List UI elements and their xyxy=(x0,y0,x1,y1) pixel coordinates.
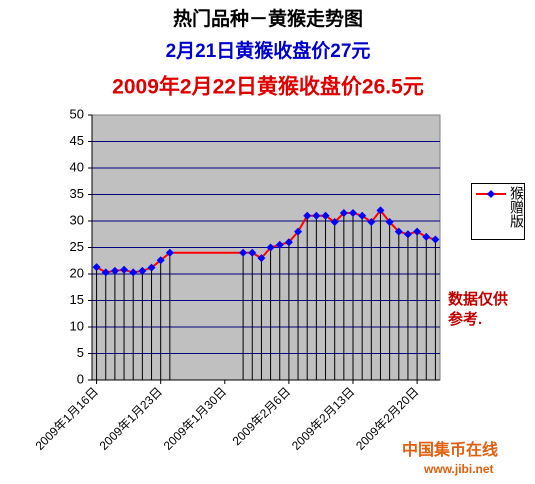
marker xyxy=(92,263,101,272)
series-line xyxy=(243,208,436,260)
marker xyxy=(101,268,110,277)
marker xyxy=(385,218,394,227)
marker xyxy=(376,206,385,215)
marker xyxy=(156,256,165,265)
y-tick-label: 20 xyxy=(70,265,84,280)
marker xyxy=(394,227,403,236)
y-tick-label: 0 xyxy=(77,371,84,386)
marker xyxy=(349,209,357,218)
legend: 猴赠版 xyxy=(471,183,525,240)
x-tick-label: 2009年1月30日 xyxy=(161,384,229,452)
marker xyxy=(312,211,321,220)
chart-title: 热门品种－黄猴走势图 xyxy=(173,7,363,30)
x-tick-label: 2009年1月16日 xyxy=(33,384,101,452)
marker xyxy=(413,227,422,236)
legend-swatch xyxy=(476,190,506,198)
marker xyxy=(339,209,348,218)
chart-subtitle: 2月21日黄猴收盘价27元 xyxy=(166,39,371,62)
marker xyxy=(358,211,367,220)
marker xyxy=(129,268,138,277)
y-tick-label: 15 xyxy=(70,292,84,307)
marker xyxy=(431,235,440,244)
marker xyxy=(120,265,129,274)
y-tick-label: 35 xyxy=(70,186,84,201)
y-tick-label: 5 xyxy=(77,345,84,360)
chart-subtitle: 2009年2月22日黄猴收盘价26.5元 xyxy=(112,75,424,99)
marker xyxy=(284,238,293,247)
marker xyxy=(138,266,147,275)
marker xyxy=(303,211,312,220)
marker xyxy=(147,263,156,272)
marker xyxy=(275,240,284,249)
marker xyxy=(248,248,257,257)
y-tick-label: 30 xyxy=(70,212,84,227)
marker xyxy=(165,248,174,257)
y-tick-label: 45 xyxy=(70,133,84,148)
marker xyxy=(330,218,339,227)
x-tick-label: 2009年1月23日 xyxy=(97,384,165,452)
y-tick-label: 25 xyxy=(70,239,84,254)
x-tick-label: 2009年2月6日 xyxy=(230,384,294,448)
legend-label: 猴赠版 xyxy=(509,186,525,228)
marker xyxy=(266,243,275,252)
marker xyxy=(403,230,412,239)
y-tick-label: 50 xyxy=(70,106,84,121)
marker xyxy=(422,232,431,241)
marker xyxy=(110,266,119,275)
x-tick-label: 2009年2月13日 xyxy=(289,384,357,452)
marker xyxy=(321,211,330,220)
watermark-url: www.jibi.net xyxy=(424,462,494,476)
y-tick-label: 10 xyxy=(70,318,84,333)
marker xyxy=(239,248,248,257)
marker xyxy=(294,227,303,236)
watermark: 中国集币在线 xyxy=(402,442,499,459)
marker xyxy=(257,254,266,263)
annotation: 数据仅供参考. xyxy=(448,291,509,328)
marker xyxy=(367,218,376,227)
y-tick-label: 40 xyxy=(70,159,84,174)
